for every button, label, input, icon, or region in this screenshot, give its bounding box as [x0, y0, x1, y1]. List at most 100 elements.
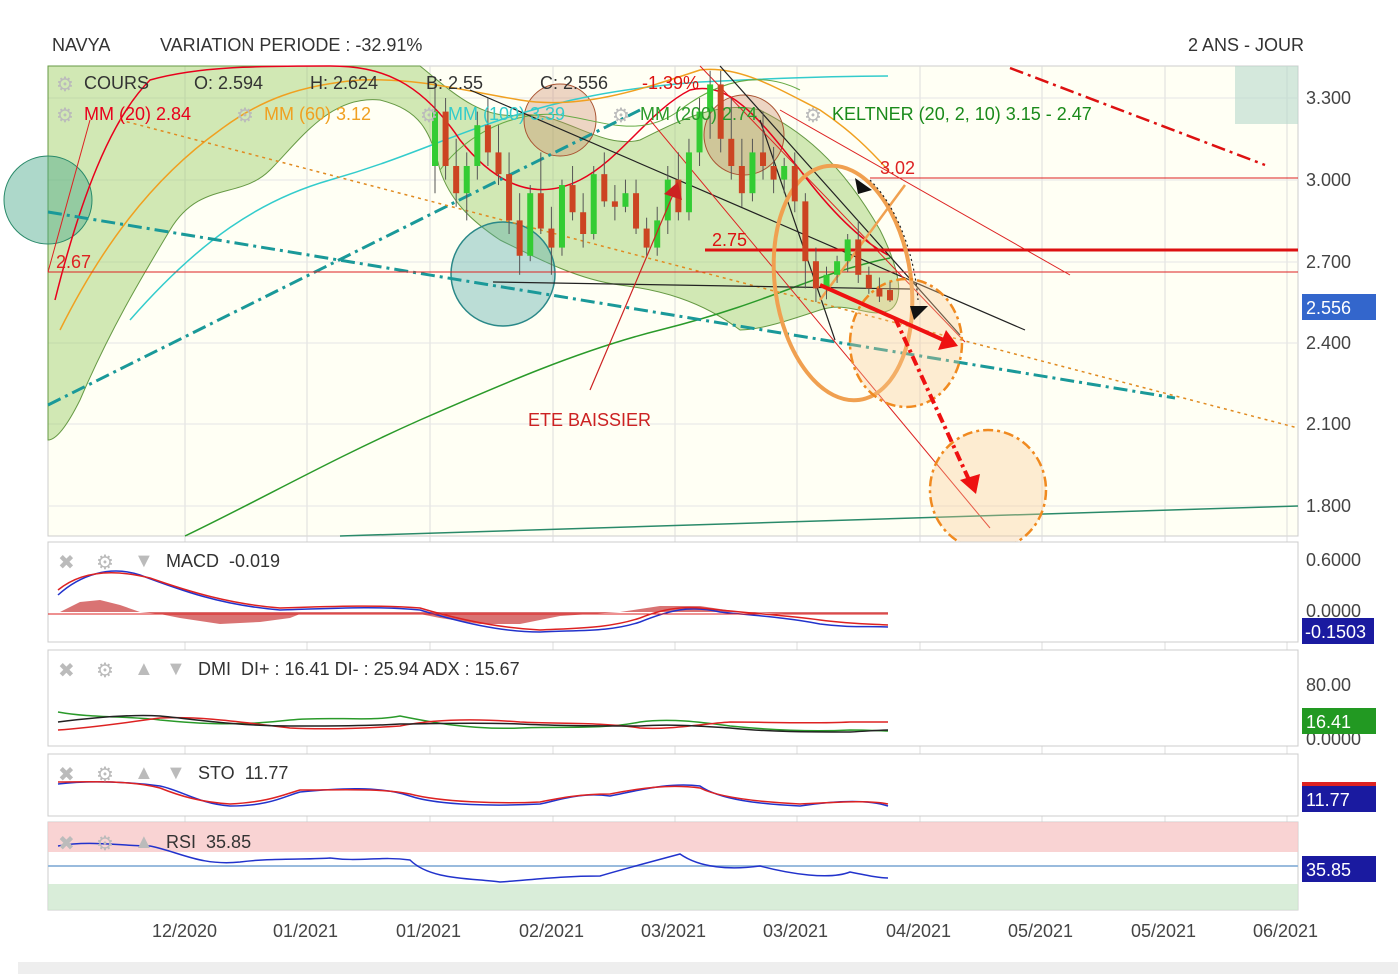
candle-body	[844, 239, 851, 262]
keltner-gear-icon[interactable]: ⚙	[804, 105, 822, 127]
candle-body	[527, 193, 534, 256]
dmi-down-icon[interactable]: ▼	[166, 658, 186, 680]
x-tick-6: 04/2021	[886, 921, 951, 941]
ticker-label: NAVYA	[52, 35, 111, 55]
dmi-minus	[57, 716, 888, 731]
change-value: -1.39%	[642, 73, 700, 93]
sto-close-icon[interactable]: ✖	[58, 764, 75, 786]
price-badge-bg	[1302, 294, 1376, 320]
macd-name: MACD	[166, 551, 219, 571]
cours-label: COURS	[84, 73, 150, 93]
dmi-name: DMI	[198, 659, 231, 679]
price-axis: 3.300 3.000 2.700 2.400 2.100 1.800 2.55…	[1302, 88, 1376, 516]
variation-label: VARIATION PERIODE : -32.91%	[160, 35, 423, 55]
dmi-up-icon[interactable]: ▲	[134, 658, 154, 680]
black-arrow-2	[910, 306, 928, 320]
sto-d	[57, 781, 889, 805]
macd-value: -0.019	[229, 551, 281, 571]
candle-body	[760, 152, 767, 166]
black-dotted-curve	[869, 179, 919, 301]
bottom-scroll-strip[interactable]	[18, 962, 1398, 974]
candle-body	[855, 239, 862, 275]
x-tick-8: 05/2021	[1131, 921, 1196, 941]
candle-body	[484, 125, 491, 153]
dmi-value: DI+ : 16.41 DI- : 25.94 ADX : 15.67	[241, 659, 520, 679]
dmi-close-icon[interactable]: ✖	[58, 660, 75, 682]
candle-body	[812, 261, 819, 289]
candle-body	[558, 185, 565, 248]
price-tick-2400: 2.400	[1306, 333, 1351, 353]
level-302-label: 3.02	[880, 158, 915, 178]
candle-body	[463, 166, 470, 194]
macd-signal	[57, 571, 889, 631]
macd-close-icon[interactable]: ✖	[58, 552, 75, 574]
candle-body	[664, 179, 671, 221]
rsi-value: 35.85	[206, 832, 252, 852]
macd-down-icon[interactable]: ▼	[134, 550, 154, 572]
price-tick-1800: 1.800	[1306, 496, 1351, 516]
orange-cross-1	[818, 184, 907, 301]
rsi-name: RSI	[166, 832, 197, 852]
red-arrow-1-head	[938, 330, 958, 350]
rsi-gear-icon[interactable]: ⚙	[96, 833, 114, 855]
sto-up-icon[interactable]: ▲	[134, 762, 154, 784]
sto-down-icon[interactable]: ▼	[166, 762, 186, 784]
shaded-corner	[1235, 66, 1298, 124]
mm100-gear-icon[interactable]: ⚙	[420, 105, 438, 127]
candle-body	[717, 84, 724, 139]
price-badge: 2.556	[1306, 298, 1351, 318]
dmi-tick-top: 80.00	[1306, 675, 1351, 695]
sto-gear-icon[interactable]: ⚙	[96, 764, 114, 786]
mm60-gear-icon[interactable]: ⚙	[236, 105, 254, 127]
red-arrow-1-shaft	[819, 283, 949, 344]
keltner-upper	[439, 79, 801, 171]
candle-body	[749, 152, 756, 194]
sto-badge: 11.77	[1306, 790, 1350, 810]
macd-badge-bg	[1302, 618, 1374, 644]
keltner-label: KELTNER (20, 2, 10) 3.15 - 2.47	[832, 104, 1092, 124]
macd-gear-icon[interactable]: ⚙	[96, 552, 114, 574]
rsi-up-icon[interactable]: ▲	[134, 831, 154, 853]
mm200-gear-icon[interactable]: ⚙	[612, 105, 630, 127]
neckline	[492, 281, 911, 290]
candle-body	[622, 193, 629, 207]
orange-ellipse-low	[928, 428, 1048, 552]
candle-body	[738, 166, 745, 194]
candle-body	[537, 193, 544, 229]
macd-line	[57, 570, 889, 633]
rsi-overbought-zone	[48, 822, 1298, 852]
candle-body	[611, 201, 618, 207]
dmi-gear-icon[interactable]: ⚙	[96, 660, 114, 682]
mm20-line	[54, 65, 889, 301]
sto-badge-top	[1302, 782, 1376, 786]
ete-arrow-head	[664, 182, 682, 200]
candle-body	[876, 288, 883, 297]
mm20-gear-icon[interactable]: ⚙	[56, 105, 74, 127]
x-tick-9: 06/2021	[1253, 921, 1318, 941]
x-tick-2: 01/2021	[396, 921, 461, 941]
long-green-support	[339, 505, 1299, 537]
cours-gear-icon[interactable]: ⚙	[56, 74, 74, 96]
dmi-panel-bg	[47, 649, 1299, 747]
mm200-line	[184, 257, 891, 537]
x-axis: 12/2020 01/2021 01/2021 02/2021 03/2021 …	[152, 921, 1318, 941]
x-tick-4: 03/2021	[641, 921, 706, 941]
open-value: O: 2.594	[194, 73, 264, 93]
red-slope-1	[779, 109, 1071, 276]
candle-body	[781, 166, 788, 180]
macd-histogram	[60, 600, 888, 624]
sto-name: STO	[198, 763, 235, 783]
sto-k	[57, 781, 889, 807]
candle-body	[707, 84, 714, 112]
candle-body	[506, 174, 513, 221]
rsi-close-icon[interactable]: ✖	[58, 833, 75, 855]
dmi-plus	[57, 711, 889, 732]
candle-body	[633, 193, 640, 229]
black-channel-b	[759, 119, 836, 341]
main-panel-bg	[47, 65, 1299, 537]
candle-body	[548, 228, 555, 248]
x-tick-5: 03/2021	[763, 921, 828, 941]
mm100-line	[129, 75, 889, 321]
candle-body	[791, 166, 798, 202]
